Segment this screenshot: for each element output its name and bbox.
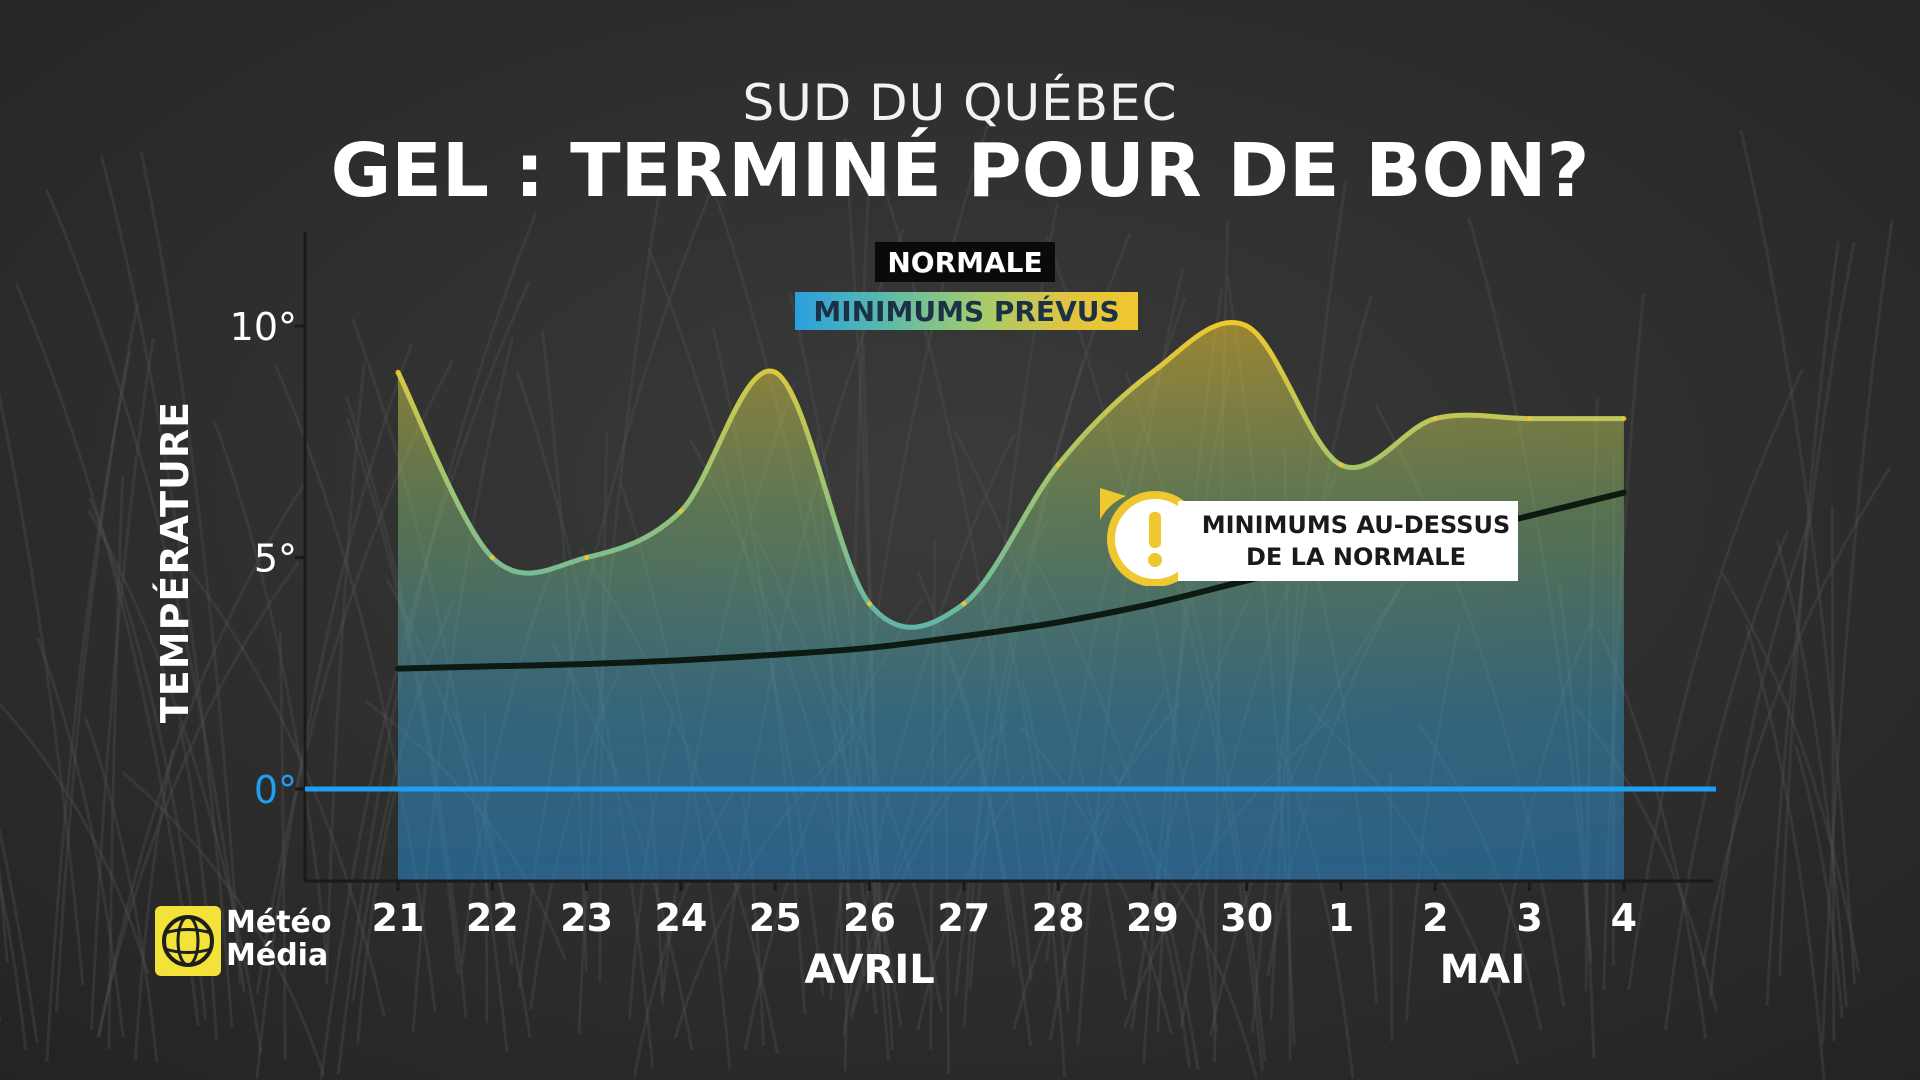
legend-minimums: MINIMUMS PRÉVUS bbox=[795, 292, 1138, 330]
normale-point-26 bbox=[867, 645, 872, 651]
normale-point-28 bbox=[1055, 619, 1061, 625]
month-label: MAI bbox=[1440, 947, 1526, 993]
minimums-point-4 bbox=[1621, 416, 1627, 422]
minimums-point-28 bbox=[1055, 462, 1061, 468]
x-tick-label: 25 bbox=[749, 896, 802, 940]
y-tick-label: 0° bbox=[254, 768, 297, 812]
chart-title: GEL : TERMINÉ POUR DE BON? bbox=[330, 128, 1590, 214]
month-label: AVRIL bbox=[804, 947, 934, 993]
x-tick-label: 22 bbox=[466, 896, 519, 940]
x-tick-label: 4 bbox=[1611, 896, 1637, 940]
normale-point-29 bbox=[1149, 601, 1155, 607]
logo-wordmark: Météo Média bbox=[226, 906, 332, 972]
normale-point-4 bbox=[1621, 490, 1627, 496]
normale-point-21 bbox=[395, 666, 401, 672]
minimums-line bbox=[395, 319, 1624, 630]
chart-subtitle: SUD DU QUÉBEC bbox=[742, 74, 1178, 132]
globe-icon bbox=[155, 906, 221, 976]
y-axis-label: TEMPÉRATURE bbox=[153, 400, 197, 724]
minimums-point-30 bbox=[1244, 323, 1250, 329]
x-tick-label: 21 bbox=[372, 896, 425, 940]
normale-point-27 bbox=[961, 633, 967, 639]
normale-point-22 bbox=[489, 663, 495, 669]
normale-point-3 bbox=[1527, 513, 1533, 519]
minimums-point-29 bbox=[1149, 369, 1155, 375]
callout-above-normal: MINIMUMS AU-DESSUS DE LA NORMALE bbox=[1178, 501, 1518, 581]
x-tick-label: 23 bbox=[560, 896, 613, 940]
callout-line-1: MINIMUMS AU-DESSUS bbox=[1201, 510, 1511, 539]
minimums-point-24 bbox=[678, 508, 684, 514]
y-tick-label: 10° bbox=[230, 305, 297, 349]
logo-line-1: Météo bbox=[226, 905, 332, 940]
y-tick-label: 5° bbox=[254, 537, 297, 581]
x-tick-label: 28 bbox=[1032, 896, 1085, 940]
x-tick-label: 26 bbox=[843, 896, 896, 940]
callout-line-2: DE LA NORMALE bbox=[1245, 543, 1466, 571]
minimums-point-23 bbox=[584, 555, 590, 560]
x-tick-label: 30 bbox=[1220, 896, 1273, 940]
minimums-point-27 bbox=[961, 601, 967, 607]
x-tick-label: 1 bbox=[1328, 896, 1354, 940]
x-tick-label: 29 bbox=[1126, 896, 1179, 940]
normale-point-23 bbox=[584, 661, 590, 667]
x-tick-label: 3 bbox=[1516, 896, 1542, 940]
normale-point-24 bbox=[678, 657, 684, 663]
minimums-point-22 bbox=[489, 555, 495, 560]
exclamation-icon bbox=[1100, 488, 1202, 586]
x-tick-label: 2 bbox=[1422, 896, 1448, 940]
minimums-point-25 bbox=[772, 369, 778, 375]
minimums-point-2 bbox=[1432, 416, 1438, 422]
minimums-point-1 bbox=[1338, 462, 1344, 468]
normale-point-25 bbox=[772, 652, 778, 658]
logo-line-2: Média bbox=[226, 938, 329, 973]
legend-normale: NORMALE bbox=[875, 242, 1055, 282]
minimums-point-3 bbox=[1527, 416, 1533, 422]
minimums-point-26 bbox=[867, 601, 872, 607]
x-tick-label: 27 bbox=[937, 896, 990, 940]
x-tick-label: 24 bbox=[654, 896, 707, 940]
minimums-area bbox=[398, 322, 1624, 881]
minimums-point-21 bbox=[395, 369, 401, 375]
